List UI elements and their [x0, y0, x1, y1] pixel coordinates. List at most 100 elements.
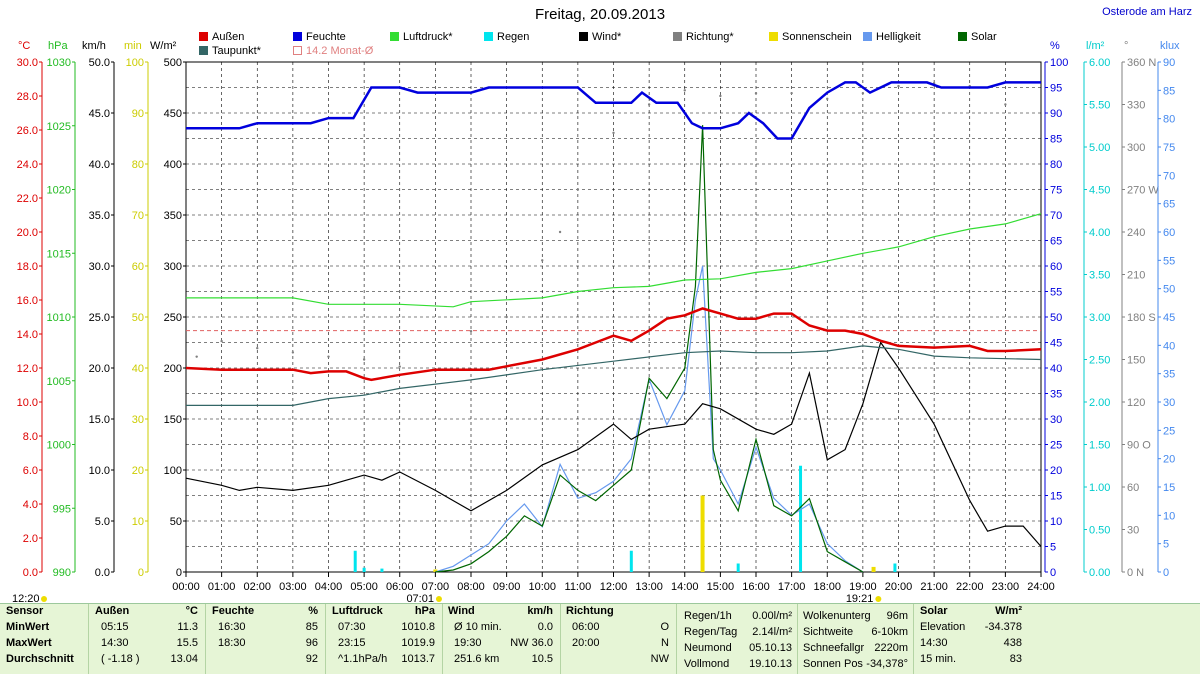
legend-item: Regen: [484, 31, 529, 43]
brightness-line: [435, 265, 864, 573]
rain-tick-label: 1.00: [1089, 482, 1110, 494]
legend-item: Luftdruck*: [390, 31, 453, 43]
x-tick-label: 21:00: [920, 581, 948, 593]
brightness-tick-label: 15: [1163, 482, 1175, 494]
legend-item: Sonnenschein: [769, 31, 852, 43]
humidity-line: [186, 81, 1041, 140]
pressure-tick-label: 1005: [47, 376, 71, 388]
direction-tick-label: 120: [1127, 397, 1145, 409]
direction-point: [754, 91, 758, 95]
humidity-tick-label: 30: [1050, 414, 1062, 426]
brightness-tick-label: 75: [1163, 142, 1175, 154]
rain-tick-label: 3.50: [1089, 270, 1110, 282]
rain-bar: [893, 563, 897, 572]
legend-label: Regen: [497, 31, 530, 43]
footer-value: 1013.7: [401, 653, 435, 665]
direction-point: [647, 103, 651, 106]
x-tick-label: 02:00: [243, 581, 271, 593]
humidity-tick-label: 70: [1050, 210, 1062, 222]
footer-time: 251.6 km: [454, 653, 500, 665]
sun_min-tick-label: 20: [132, 465, 144, 477]
footer-value: 83: [1009, 653, 1022, 665]
wind-tick-label: 45.0: [89, 108, 110, 120]
x-tick-label: 19:00: [849, 581, 877, 593]
x-tick-label: 00:00: [172, 581, 200, 593]
direction-point: [790, 91, 793, 95]
footer-value: 13.04: [170, 653, 198, 665]
legend-label: Außen: [212, 31, 245, 43]
footer-row-label: MinWert: [6, 621, 50, 633]
legend-swatch: [484, 32, 493, 41]
footer-header: Feuchte: [212, 605, 255, 617]
brightness-tick-label: 50: [1163, 284, 1175, 296]
rain-bar: [380, 568, 384, 572]
legend-swatch: [390, 32, 399, 41]
footer-value: 92: [305, 653, 318, 665]
legend-swatch: [769, 32, 778, 41]
pressure-tick-label: 1020: [47, 185, 71, 197]
rain-bar: [362, 567, 366, 572]
direction-tick-label: 210: [1127, 270, 1145, 282]
direction-point: [1004, 103, 1007, 106]
rain-tick-label: 0.00: [1089, 567, 1110, 579]
humidity-tick-label: 65: [1050, 236, 1062, 248]
rain-tick-label: 4.00: [1089, 227, 1110, 239]
rain-tick-label: 0.50: [1089, 525, 1110, 537]
temp-tick-label: 12.0: [17, 363, 38, 375]
pressure-axis-unit: hPa: [48, 40, 68, 52]
direction-tick-label: 330: [1127, 100, 1145, 112]
brightness-tick-label: 0: [1163, 567, 1169, 579]
x-tick-label: 12:00: [600, 581, 628, 593]
humidity-tick-label: 15: [1050, 491, 1062, 503]
footer-value: 2.14l/m²: [752, 626, 792, 638]
footer-divider: [797, 604, 798, 674]
footer-value: 96m: [886, 610, 908, 622]
humidity-tick-label: 5: [1050, 542, 1056, 554]
brightness-tick-label: 60: [1163, 227, 1175, 239]
direction-point: [558, 230, 562, 234]
footer-divider: [88, 604, 89, 674]
sunshine-bar: [871, 566, 876, 572]
footer-divider: [913, 604, 914, 674]
footer-time: 18:30: [218, 637, 246, 649]
x-tick-label: 09:00: [493, 581, 521, 593]
temp-tick-label: 24.0: [17, 159, 38, 171]
sunset-sun-icon: [875, 596, 882, 602]
footer-value: 2220m: [874, 642, 908, 654]
humidity-tick-label: 10: [1050, 516, 1062, 528]
humidity-tick-label: 50: [1050, 312, 1062, 324]
x-tick-label: 18:00: [813, 581, 841, 593]
temp-tick-label: 26.0: [17, 125, 38, 137]
direction-point: [220, 339, 223, 343]
solar-tick-label: 50: [170, 516, 182, 528]
legend-item: Helligkeit: [863, 31, 921, 43]
direction-tick-label: 150: [1127, 355, 1145, 367]
footer-value: 85: [305, 621, 318, 633]
direction-point: [897, 84, 900, 88]
sunshine-bar: [433, 569, 438, 572]
rain-bar: [629, 550, 633, 572]
footer-label: Sonnen Pos: [803, 658, 863, 670]
rain-tick-label: 6.00: [1089, 57, 1110, 69]
humidity-tick-label: 90: [1050, 108, 1062, 120]
direction-point: [327, 355, 330, 358]
brightness-tick-label: 80: [1163, 114, 1175, 126]
pressure-tick-label: 1030: [47, 57, 71, 69]
footer-header: Wind: [448, 605, 475, 617]
brightness-tick-label: 35: [1163, 369, 1175, 381]
humidity-tick-label: 45: [1050, 338, 1062, 350]
temp-axis-unit: °C: [18, 40, 31, 52]
direction-tick-label: 360 N: [1127, 57, 1156, 69]
direction-point: [683, 89, 686, 92]
legend-swatch: [199, 32, 208, 41]
direction-point: [291, 351, 295, 354]
footer-label: Sichtweite: [803, 626, 854, 638]
direction-point: [256, 346, 259, 350]
x-tick-label: 06:00: [386, 581, 414, 593]
sunrise-label: 07:01: [406, 593, 434, 603]
temp-tick-label: 14.0: [17, 329, 38, 341]
footer-label: Elevation: [920, 621, 966, 633]
footer-time: 16:30: [218, 621, 246, 633]
solar-line: [435, 125, 864, 573]
weather-chart: 00:00 01:00 02:00 03:00 04:00 05:00 06:00 07:00…: [12, 57, 1175, 603]
